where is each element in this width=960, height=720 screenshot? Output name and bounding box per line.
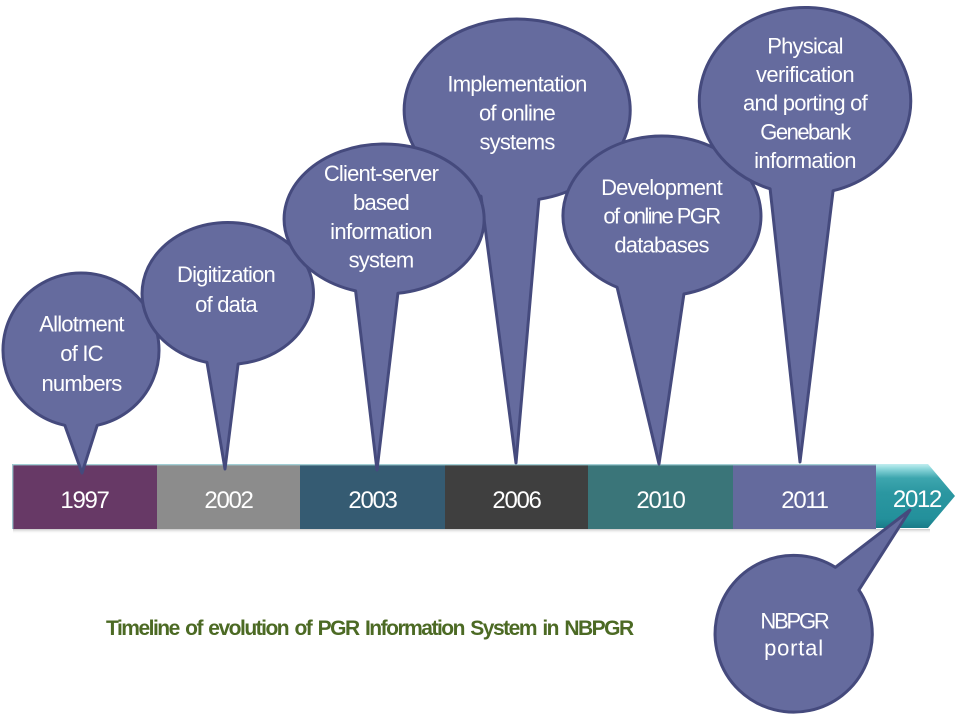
svg-text:of online: of online xyxy=(479,101,556,126)
svg-text:and porting of: and porting of xyxy=(743,91,869,116)
svg-text:Timeline of evolution of PGR I: Timeline of evolution of PGR Information… xyxy=(106,617,634,640)
svg-text:numbers: numbers xyxy=(42,371,123,396)
svg-text:Genebank: Genebank xyxy=(760,119,852,144)
svg-text:of IC: of IC xyxy=(60,341,103,366)
svg-text:2011: 2011 xyxy=(781,487,828,514)
svg-text:Allotment: Allotment xyxy=(39,311,124,336)
svg-text:NBPGR: NBPGR xyxy=(760,609,829,634)
svg-text:1997: 1997 xyxy=(60,487,109,514)
svg-text:Client-server: Client-server xyxy=(324,161,439,186)
svg-text:based: based xyxy=(353,190,409,215)
svg-text:2010: 2010 xyxy=(636,487,685,514)
svg-text:Development: Development xyxy=(601,175,723,200)
svg-text:system: system xyxy=(349,248,414,273)
svg-text:Digitization: Digitization xyxy=(177,262,275,287)
svg-text:portal: portal xyxy=(764,636,824,661)
svg-text:2003: 2003 xyxy=(348,487,397,514)
svg-text:of online PGR: of online PGR xyxy=(603,204,720,229)
svg-text:verification: verification xyxy=(756,62,854,87)
svg-text:Implementation: Implementation xyxy=(447,72,586,97)
svg-text:of data: of data xyxy=(195,292,258,317)
svg-text:2012: 2012 xyxy=(893,486,942,513)
svg-text:systems: systems xyxy=(479,130,555,155)
svg-text:information: information xyxy=(330,219,432,244)
svg-text:databases: databases xyxy=(614,232,709,257)
svg-text:2002: 2002 xyxy=(204,487,253,514)
svg-text:2006: 2006 xyxy=(492,487,541,514)
svg-text:Physical: Physical xyxy=(767,34,843,59)
svg-text:information: information xyxy=(754,148,856,173)
